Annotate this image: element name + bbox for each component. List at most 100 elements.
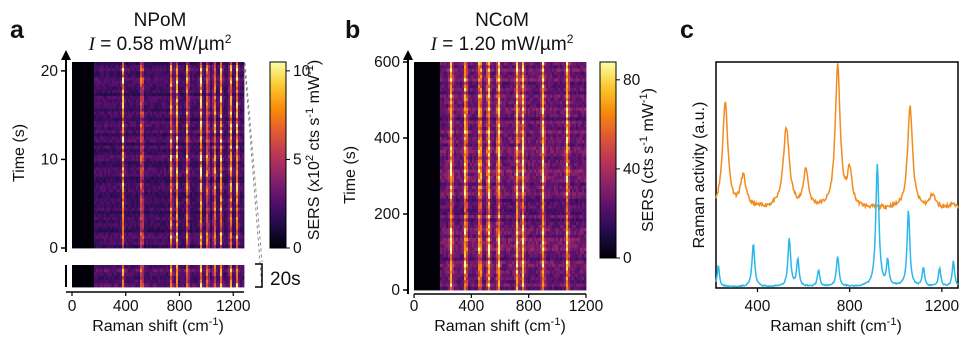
heatmap-cell — [202, 80, 205, 85]
heatmap-cell — [168, 195, 171, 199]
heatmap-cell — [108, 198, 111, 202]
heatmap-cell — [202, 186, 205, 190]
heatmap-cell — [200, 111, 203, 116]
heatmap-cell — [196, 117, 199, 122]
heatmap-cell — [92, 232, 95, 236]
heatmap-cell — [120, 139, 123, 143]
heatmap-cell — [216, 130, 219, 134]
heatmap-cell — [186, 229, 189, 233]
heatmap-cell — [146, 130, 149, 134]
heatmap-cell — [130, 226, 133, 230]
heatmap-cell — [242, 223, 245, 227]
heatmap-cell — [166, 111, 169, 116]
heatmap-cell — [224, 155, 227, 159]
heatmap-cell — [124, 189, 127, 193]
heatmap-cell — [144, 198, 147, 202]
heatmap-cell — [94, 114, 97, 119]
heatmap-cell — [234, 148, 237, 153]
heatmap-cell — [168, 127, 171, 131]
heatmap-cell — [120, 170, 123, 174]
heatmap-cell — [140, 65, 143, 69]
heatmap-cell — [188, 105, 191, 109]
heatmap-cell — [164, 71, 167, 75]
heatmap-cell — [92, 114, 95, 119]
heatmap-cell — [156, 161, 159, 165]
heatmap-cell — [204, 105, 207, 109]
heatmap-cell — [124, 151, 127, 156]
heatmap-cell — [158, 96, 161, 100]
heatmap-cell — [204, 108, 207, 112]
heatmap-cell — [222, 99, 225, 103]
heatmap-cell — [82, 189, 85, 193]
heatmap-cell — [106, 74, 109, 78]
heatmap-cell — [102, 127, 105, 131]
heatmap-cell — [234, 167, 237, 171]
heatmap-cell — [146, 68, 149, 72]
heatmap-cell — [74, 139, 77, 143]
heatmap-cell — [94, 120, 97, 125]
heatmap-cell — [240, 96, 243, 100]
heatmap-cell — [198, 170, 201, 174]
heatmap-cell — [106, 83, 109, 88]
heatmap-cell — [232, 120, 235, 125]
heatmap-cell — [114, 226, 117, 230]
heatmap-cell — [150, 145, 153, 150]
heatmap-cell — [186, 65, 189, 69]
heatmap-cell — [204, 170, 207, 174]
heatmap-cell — [138, 111, 141, 116]
heatmap-cell — [138, 186, 141, 190]
heatmap-cell — [220, 161, 223, 165]
heatmap-cell — [138, 80, 141, 85]
heatmap-cell — [194, 114, 197, 119]
heatmap-cell — [164, 198, 167, 202]
heatmap-cell — [160, 167, 163, 171]
heatmap-cell — [144, 173, 147, 178]
heatmap-cell — [88, 62, 91, 66]
heatmap-cell — [112, 217, 115, 221]
heatmap-cell — [220, 173, 223, 178]
heatmap-cell — [180, 62, 183, 66]
heatmap-cell — [72, 186, 75, 190]
heatmap-cell — [72, 217, 75, 221]
heatmap-cell — [136, 192, 139, 196]
heatmap-cell — [156, 83, 159, 88]
heatmap-cell — [222, 102, 225, 106]
heatmap-cell — [164, 232, 167, 236]
heatmap-cell — [158, 89, 161, 94]
heatmap-cell — [204, 96, 207, 100]
heatmap-cell — [238, 158, 241, 162]
heatmap-cell — [72, 114, 75, 119]
heatmap-cell — [210, 139, 213, 143]
heatmap-cell — [232, 80, 235, 85]
heatmap-cell — [102, 195, 105, 199]
heatmap-cell — [90, 83, 93, 88]
heatmap-cell — [178, 77, 181, 81]
heatmap-cell — [166, 204, 169, 209]
heatmap-cell — [130, 151, 133, 156]
heatmap-cell — [192, 111, 195, 116]
heatmap-cell — [80, 133, 83, 137]
heatmap-cell — [208, 102, 211, 106]
heatmap-cell — [162, 186, 165, 190]
heatmap-cell — [190, 136, 193, 140]
heatmap-cell — [150, 99, 153, 103]
heatmap-cell — [234, 130, 237, 134]
heatmap-cell — [72, 145, 75, 150]
heatmap-cell — [118, 71, 121, 75]
heatmap-cell — [102, 124, 105, 128]
heatmap-cell — [190, 130, 193, 134]
heatmap-cell — [162, 77, 165, 81]
heatmap-cell — [94, 223, 97, 227]
heatmap-cell — [172, 176, 175, 181]
heatmap-cell — [216, 204, 219, 209]
heatmap-cell — [202, 105, 205, 109]
heatmap-cell — [186, 105, 189, 109]
heatmap-cell — [92, 192, 95, 196]
heatmap-cell — [114, 198, 117, 202]
heatmap-cell — [134, 130, 137, 134]
heatmap-cell — [116, 223, 119, 227]
heatmap-cell — [76, 80, 79, 85]
heatmap-cell — [128, 62, 131, 66]
heatmap-cell — [90, 213, 93, 218]
heatmap-cell — [100, 192, 103, 196]
